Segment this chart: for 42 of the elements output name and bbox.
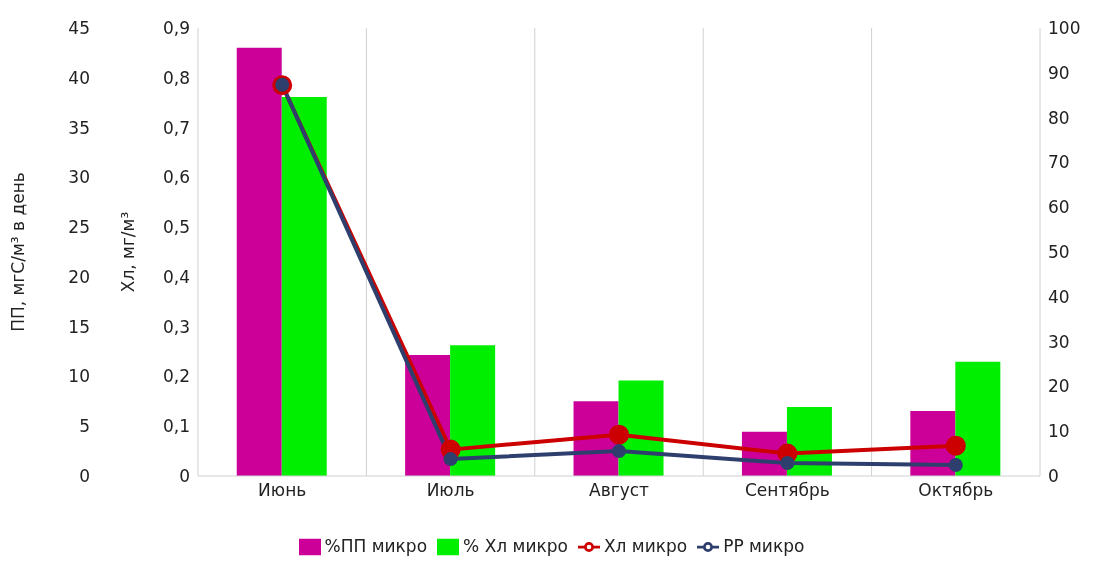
x-tick-label: Октябрь	[918, 480, 994, 501]
y3-tick-label: 40	[1048, 286, 1070, 307]
legend-label: РР микро	[723, 536, 805, 556]
y3-tick-label: 80	[1048, 107, 1070, 128]
y3-tick-label: 50	[1048, 242, 1070, 263]
y2-tick-label: 0,2	[162, 366, 190, 387]
y2-tick-label: 0,4	[162, 266, 190, 287]
y3-tick-label: 100	[1048, 18, 1081, 39]
y-tick-label: 40	[68, 67, 90, 88]
legend-label: % Хл микро	[463, 536, 568, 556]
y3-tick-label: 10	[1048, 421, 1070, 442]
y3-tick-label: 20	[1048, 376, 1070, 397]
y-tick-label: 5	[79, 416, 90, 437]
y2-tick-label: 0,3	[162, 316, 190, 337]
y2-tick-label: 0,9	[162, 18, 190, 39]
y2-tick-label: 0,1	[162, 416, 190, 437]
y2-axis-title: Хл, мг/м³	[118, 211, 139, 293]
y-tick-label: 10	[68, 366, 90, 387]
legend-label: %ПП микро	[324, 536, 428, 556]
y3-tick-label: 0	[1048, 466, 1059, 487]
y-tick-label: 20	[68, 266, 90, 287]
x-tick-label: Июнь	[258, 480, 307, 501]
y-tick-label: 30	[68, 167, 90, 188]
y2-tick-label: 0	[179, 466, 190, 487]
y3-tick-label: 60	[1048, 197, 1070, 218]
y3-tick-label: 90	[1048, 62, 1070, 83]
y-axis-title: ПП, мгС/м³ в день	[8, 172, 29, 332]
legend-label: Хл микро	[603, 536, 688, 556]
x-tick-label: Сентябрь	[744, 480, 830, 501]
y-tick-label: 45	[68, 18, 90, 39]
x-tick-label: Август	[589, 480, 650, 501]
y2-tick-label: 0,5	[162, 217, 190, 238]
y-tick-label: 35	[68, 117, 90, 138]
y2-tick-label: 0,6	[162, 167, 190, 188]
y3-tick-label: 30	[1048, 331, 1070, 352]
y3-tick-label: 70	[1048, 152, 1070, 173]
x-tick-label: Июль	[426, 480, 475, 501]
y-tick-label: 0	[79, 466, 90, 487]
y2-tick-label: 0,7	[162, 117, 190, 138]
y-tick-label: 15	[68, 316, 90, 337]
y2-tick-label: 0,8	[162, 67, 190, 88]
y-tick-label: 25	[68, 217, 90, 238]
